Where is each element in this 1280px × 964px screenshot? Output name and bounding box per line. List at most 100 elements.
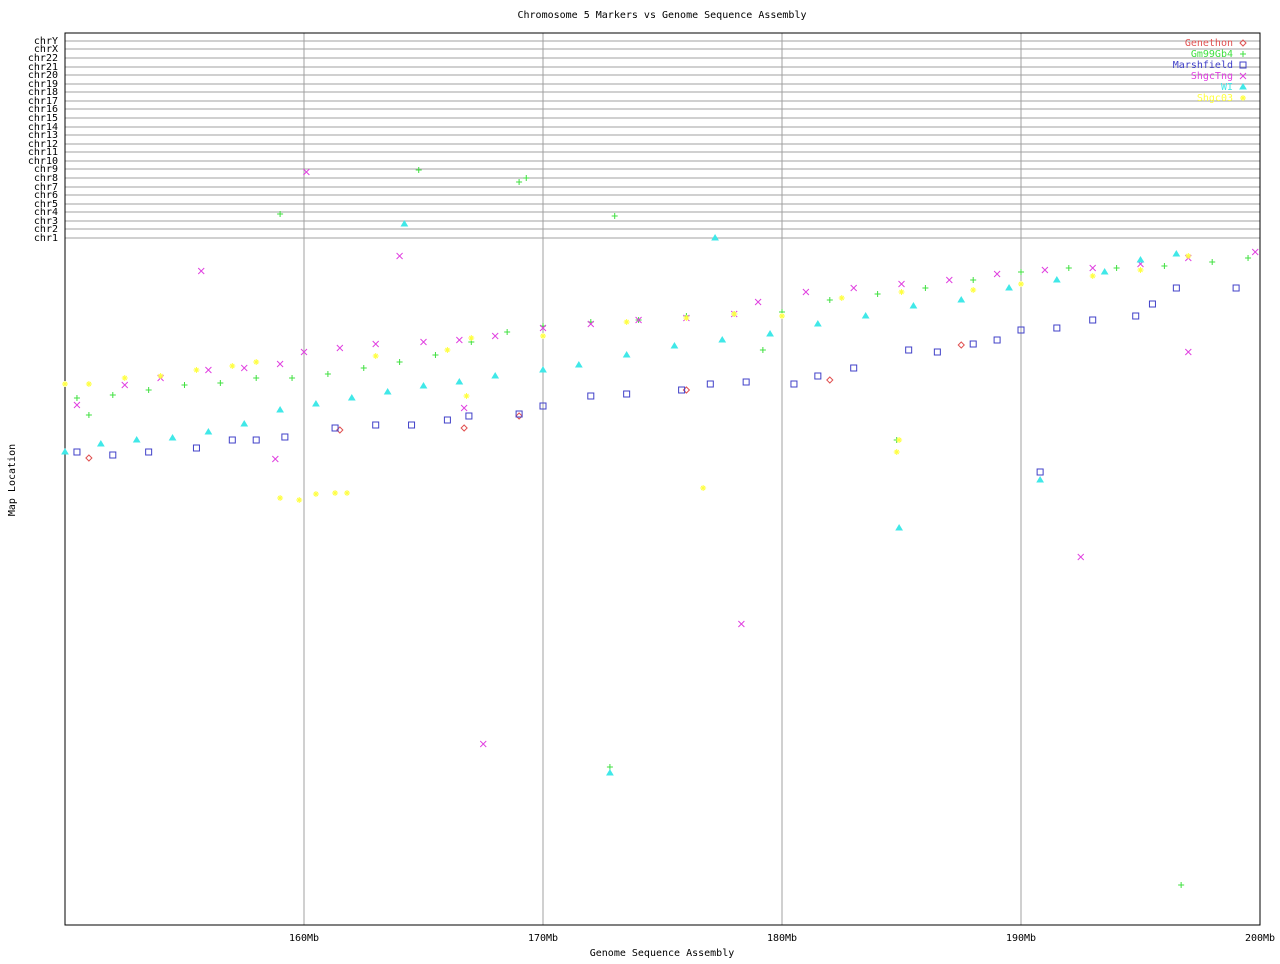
- data-point: [204, 428, 213, 435]
- data-point: [73, 448, 81, 456]
- data-point: [909, 302, 918, 309]
- data-point: [468, 335, 475, 341]
- data-point: [540, 333, 546, 339]
- data-point: [611, 213, 618, 219]
- data-point: [861, 312, 870, 319]
- data-point: [1132, 312, 1140, 320]
- data-point: [1113, 265, 1120, 271]
- data-point: [360, 365, 367, 371]
- data-point: [706, 380, 714, 388]
- data-point: [1178, 882, 1185, 888]
- data-point: [826, 376, 834, 384]
- data-point: [85, 454, 93, 462]
- data-point: [145, 387, 152, 393]
- data-point: [240, 364, 248, 372]
- data-point: [850, 284, 858, 292]
- legend-marker: [1239, 39, 1247, 47]
- data-point: [168, 434, 177, 441]
- data-point: [324, 371, 331, 377]
- data-point: [969, 340, 977, 348]
- data-point: [145, 448, 153, 456]
- data-point: [622, 351, 631, 358]
- data-point: [957, 296, 966, 303]
- data-point: [85, 412, 92, 418]
- data-point: [444, 347, 451, 353]
- data-point: [826, 297, 833, 303]
- data-point: [281, 433, 289, 441]
- legend-label: WI: [1221, 82, 1233, 93]
- y-tick-label: chr21: [28, 62, 58, 73]
- data-point: [491, 372, 500, 379]
- data-point: [271, 455, 279, 463]
- data-point: [289, 375, 296, 381]
- data-point: [1036, 468, 1044, 476]
- y-tick-label: chrX: [34, 44, 58, 55]
- y-tick-label: chr3: [34, 216, 58, 227]
- data-point: [372, 353, 379, 359]
- x-axis-label: Genome Sequence Assembly: [590, 948, 735, 959]
- legend-marker: [1240, 51, 1246, 57]
- data-point: [1036, 476, 1045, 483]
- data-point: [933, 348, 941, 356]
- data-point: [802, 288, 810, 296]
- data-point: [1245, 255, 1252, 261]
- y-tick-label: chr15: [28, 113, 58, 124]
- data-point: [539, 366, 547, 373]
- legend-label: Marshfield: [1173, 60, 1233, 71]
- y-tick-label: chr22: [28, 53, 58, 64]
- data-point: [587, 320, 595, 328]
- data-point: [893, 449, 900, 455]
- data-point: [742, 378, 750, 386]
- data-point: [432, 352, 439, 358]
- data-point: [217, 380, 224, 386]
- data-point: [1232, 284, 1240, 292]
- data-point: [336, 344, 344, 352]
- data-point: [276, 360, 284, 368]
- y-tick-label: chr4: [34, 207, 58, 218]
- data-point: [1052, 276, 1061, 283]
- data-point: [300, 348, 308, 356]
- data-point: [73, 395, 80, 401]
- data-point: [109, 392, 116, 398]
- data-point: [276, 406, 284, 413]
- data-point: [205, 366, 212, 374]
- x-tick-label: 200Mb: [1245, 933, 1275, 944]
- data-point: [303, 168, 310, 176]
- data-point: [1077, 553, 1085, 561]
- data-point: [1172, 284, 1180, 292]
- x-tick-label: 190Mb: [1006, 933, 1036, 944]
- y-tick-label: chr5: [34, 199, 58, 210]
- data-point: [479, 740, 487, 748]
- data-point: [700, 485, 707, 491]
- data-point: [766, 330, 774, 337]
- data-point: [331, 424, 339, 432]
- data-point: [731, 311, 738, 317]
- data-point: [455, 378, 464, 385]
- data-point: [332, 490, 339, 496]
- y-tick-label: chr16: [28, 104, 58, 115]
- legend-label: Gm99Gb4: [1191, 49, 1233, 60]
- data-point: [1018, 281, 1024, 287]
- data-point: [1184, 348, 1192, 356]
- legend-marker: [1239, 83, 1247, 90]
- data-point: [1089, 316, 1097, 324]
- data-point: [1100, 268, 1109, 275]
- data-point: [408, 421, 416, 429]
- data-point: [463, 393, 470, 399]
- data-point: [347, 394, 356, 401]
- data-point: [1017, 326, 1025, 334]
- data-point: [252, 436, 260, 444]
- data-point: [515, 412, 523, 420]
- data-point: [193, 367, 200, 373]
- data-point: [523, 175, 530, 181]
- data-point: [491, 332, 499, 340]
- data-point: [277, 495, 284, 501]
- y-tick-label: chr8: [34, 173, 58, 184]
- data-point: [606, 769, 614, 776]
- data-point: [460, 424, 468, 432]
- data-point: [312, 400, 320, 407]
- data-point: [623, 390, 631, 398]
- data-point: [905, 346, 913, 354]
- data-point: [1251, 248, 1259, 256]
